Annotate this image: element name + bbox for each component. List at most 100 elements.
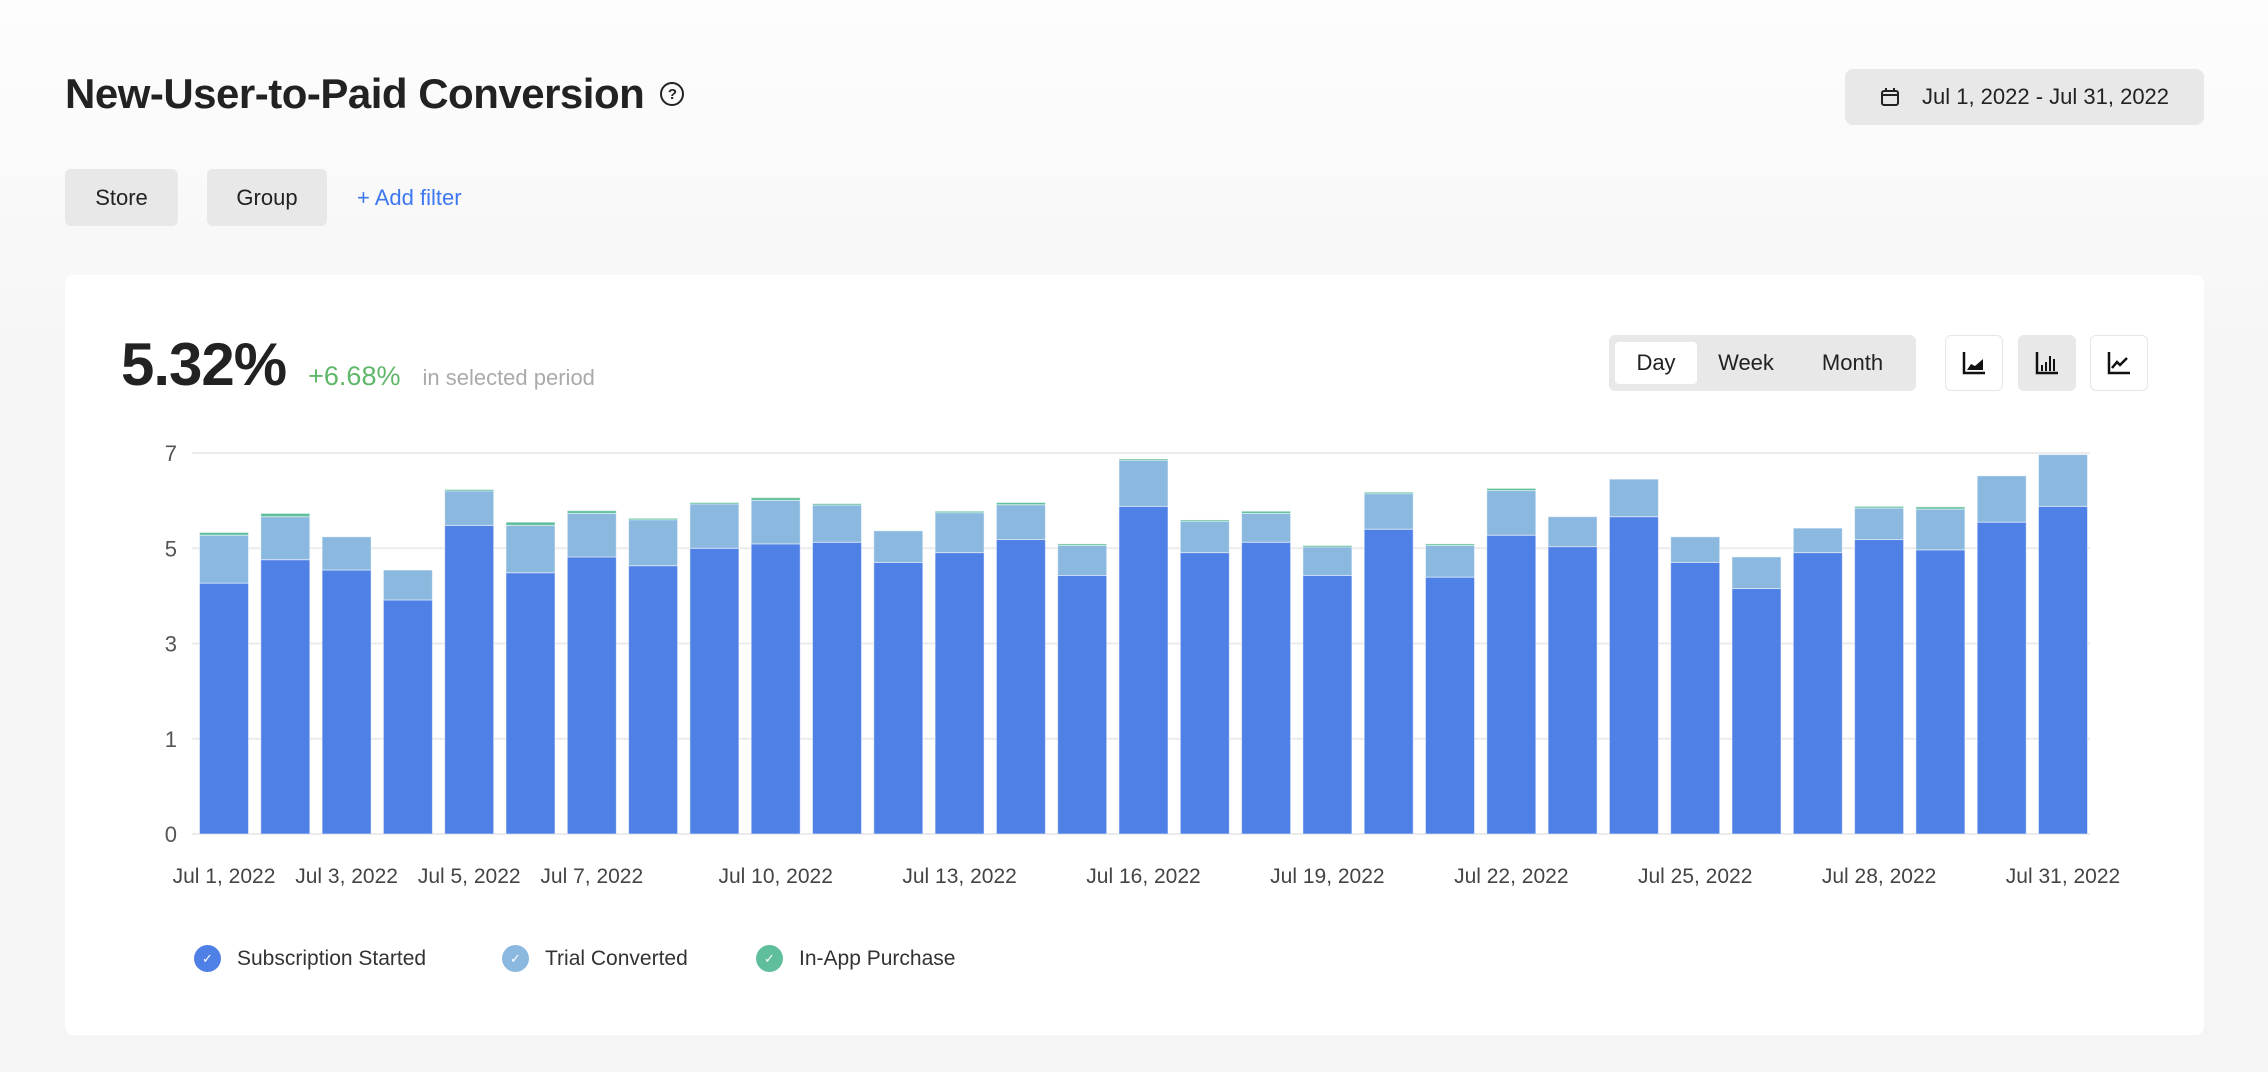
bar-in-app-purchase xyxy=(995,502,1046,506)
legend-label: In-App Purchase xyxy=(799,946,956,970)
bar-subscription-started xyxy=(382,599,433,835)
legend-item-in-app-purchase[interactable]: ✓ In-App Purchase xyxy=(756,945,955,972)
bar-trial-converted xyxy=(1363,492,1414,530)
bar-subscription-started xyxy=(1363,528,1414,835)
tab-month[interactable]: Month xyxy=(1821,350,1884,375)
area-chart-icon xyxy=(1962,352,1985,375)
bar-trial-converted xyxy=(628,518,679,567)
line-chart-button[interactable] xyxy=(2090,335,2148,391)
bar-subscription-started xyxy=(1179,552,1230,835)
bar-subscription-started xyxy=(812,541,862,835)
bar-subscription-started xyxy=(505,572,556,835)
x-tick-label: Jul 16, 2022 xyxy=(1086,865,1200,888)
check-icon: ✓ xyxy=(502,945,529,972)
bar-in-app-purchase xyxy=(1363,491,1414,495)
bar-in-app-purchase xyxy=(750,497,801,501)
bar-subscription-started xyxy=(995,539,1046,835)
date-range-label: Jul 1, 2022 - Jul 31, 2022 xyxy=(1921,84,2170,109)
bar-in-app-purchase xyxy=(1915,506,1966,510)
bar-trial-converted xyxy=(1792,527,1843,554)
calendar-icon xyxy=(1880,88,1899,106)
x-tick-label: Jul 22, 2022 xyxy=(1454,865,1568,888)
bar-subscription-started xyxy=(689,547,740,835)
bar-subscription-started xyxy=(444,524,495,835)
bar-trial-converted xyxy=(873,530,924,563)
store-filter-button[interactable]: Store xyxy=(65,169,178,226)
bar-subscription-started xyxy=(566,556,617,835)
bar-trial-converted xyxy=(1547,516,1598,548)
tab-day[interactable]: Day xyxy=(1615,342,1697,384)
y-tick-label: 5 xyxy=(165,536,177,561)
bar-trial-converted xyxy=(1854,507,1905,541)
x-tick-label: Jul 3, 2022 xyxy=(295,865,398,888)
stacked-bar-chart: 0 1 3 5 7 Jul 1, 2022 Jul 3, 2022 Jul 5, 2022 Ju… xyxy=(165,441,2120,888)
bar-in-app-purchase xyxy=(505,521,556,526)
bar-in-app-purchase xyxy=(628,517,679,521)
help-icon[interactable]: ? xyxy=(660,82,685,106)
x-tick-label: Jul 13, 2022 xyxy=(902,865,1016,888)
area-chart-button[interactable] xyxy=(1945,335,2003,391)
period-selector: Day Week Month xyxy=(1609,335,1916,391)
bar-in-app-purchase xyxy=(689,502,740,505)
bar-subscription-started xyxy=(199,582,249,835)
bar-trial-converted xyxy=(382,569,433,601)
group-filter-button[interactable]: Group xyxy=(207,169,327,226)
bar-chart-button[interactable] xyxy=(2018,335,2076,391)
bar-trial-converted xyxy=(1731,556,1782,590)
bar-trial-converted xyxy=(934,511,985,554)
bar-in-app-purchase xyxy=(1302,545,1353,548)
bar-trial-converted xyxy=(1486,490,1537,536)
bar-chart-icon xyxy=(2035,352,2058,375)
legend-label: Subscription Started xyxy=(237,946,427,970)
bar-subscription-started xyxy=(750,543,801,835)
bar-trial-converted xyxy=(1241,512,1292,543)
bar-trial-converted xyxy=(1057,545,1108,576)
y-tick-label: 1 xyxy=(165,727,177,752)
x-tick-label: Jul 25, 2022 xyxy=(1638,865,1752,888)
bar-subscription-started xyxy=(260,559,311,835)
bar-trial-converted xyxy=(1915,508,1966,551)
bar-subscription-started xyxy=(1915,549,1966,835)
summary: 5.32% +6.68% in selected period xyxy=(121,330,595,399)
bar-subscription-started xyxy=(1057,574,1108,835)
bar-subscription-started xyxy=(1976,521,2027,835)
bar-in-app-purchase xyxy=(812,503,862,506)
bar-subscription-started xyxy=(1486,534,1537,835)
check-icon: ✓ xyxy=(194,945,221,972)
bar-subscription-started xyxy=(1547,546,1598,835)
y-tick-label: 7 xyxy=(165,441,177,466)
summary-value: 5.32% xyxy=(121,331,287,398)
bar-in-app-purchase xyxy=(566,510,617,514)
bar-subscription-started xyxy=(321,569,372,835)
legend-item-subscription-started[interactable]: ✓ Subscription Started xyxy=(194,945,426,972)
bar-trial-converted xyxy=(995,504,1046,541)
bar-trial-converted xyxy=(1302,546,1353,576)
bar-in-app-purchase xyxy=(260,512,311,518)
bar-trial-converted xyxy=(199,534,249,584)
bar-in-app-purchase xyxy=(1057,543,1108,547)
bar-trial-converted xyxy=(566,512,617,558)
bar-subscription-started xyxy=(628,565,679,835)
chart-card: 5.32% +6.68% in selected period Day Week… xyxy=(65,275,2204,1035)
bar-in-app-purchase xyxy=(1854,505,1905,509)
bar-trial-converted xyxy=(1976,475,2027,523)
bar-in-app-purchase xyxy=(1241,510,1292,514)
check-icon: ✓ xyxy=(756,945,783,972)
tab-week[interactable]: Week xyxy=(1718,350,1774,375)
bar-subscription-started xyxy=(934,552,985,835)
legend-item-trial-converted[interactable]: ✓ Trial Converted xyxy=(502,945,688,972)
y-tick-label: 0 xyxy=(165,822,177,847)
page-title-text: New-User-to-Paid Conversion xyxy=(65,70,645,117)
bar-trial-converted xyxy=(1608,478,1659,518)
x-tick-label: Jul 5, 2022 xyxy=(418,865,521,888)
bar-trial-converted xyxy=(1425,545,1475,578)
bar-in-app-purchase xyxy=(199,531,249,536)
bar-trial-converted xyxy=(750,499,801,545)
date-range-button[interactable]: Jul 1, 2022 - Jul 31, 2022 xyxy=(1845,69,2204,125)
bar-subscription-started xyxy=(1792,552,1843,835)
bar-trial-converted xyxy=(2038,454,2088,507)
bar-subscription-started xyxy=(1425,576,1475,835)
add-filter-link[interactable]: + Add filter xyxy=(357,184,462,210)
summary-period: in selected period xyxy=(422,365,595,390)
legend-label: Trial Converted xyxy=(545,946,688,970)
